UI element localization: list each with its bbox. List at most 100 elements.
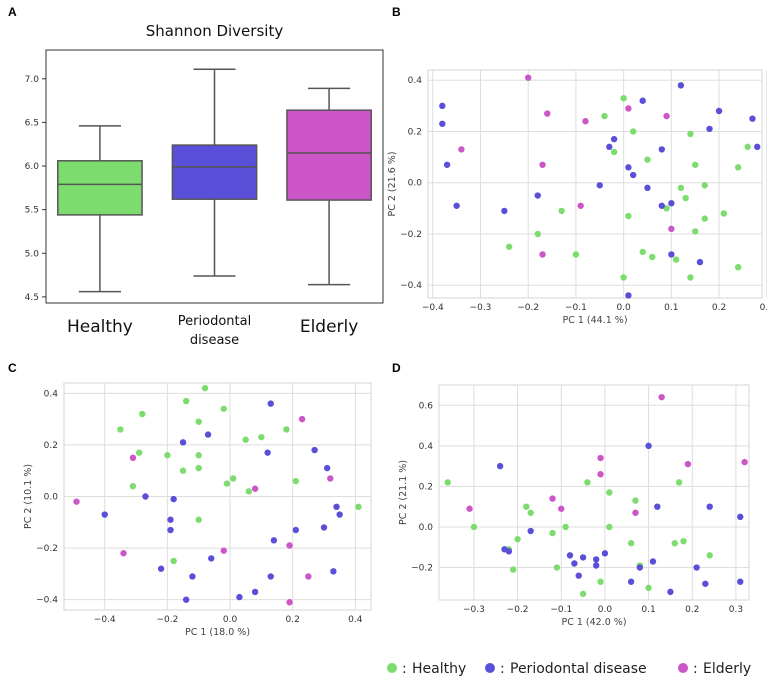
box-periodontal-disease	[171, 144, 258, 200]
point-healthy	[720, 210, 728, 217]
y-axis-label: PC 2 (10.1 %)	[23, 464, 34, 529]
point-healthy	[692, 161, 699, 168]
point-elderly	[658, 393, 665, 401]
point-periodontal-disease	[208, 555, 215, 562]
x-tick-label: 0.1	[641, 605, 655, 615]
point-healthy	[620, 94, 627, 102]
panel-letter-c: C	[8, 361, 17, 375]
point-healthy	[179, 467, 187, 474]
point-periodontal-disease	[668, 251, 675, 258]
point-healthy	[135, 449, 143, 456]
x-tick-label: −0.1	[550, 605, 572, 615]
point-healthy	[258, 433, 265, 441]
point-healthy	[534, 230, 541, 238]
point-healthy	[549, 529, 556, 537]
point-periodontal-disease	[267, 400, 274, 407]
point-periodontal-disease	[453, 202, 460, 209]
x-tick-label: 0.3	[760, 303, 767, 313]
point-elderly	[286, 542, 293, 549]
point-periodontal-disease	[142, 493, 149, 500]
point-elderly	[458, 146, 465, 153]
point-elderly	[525, 74, 532, 81]
point-periodontal-disease	[749, 115, 756, 122]
point-healthy	[606, 523, 613, 531]
point-periodontal-disease	[182, 596, 190, 603]
x-axis-label: PC 1 (18.0 %)	[185, 627, 250, 638]
point-healthy	[692, 228, 699, 235]
y-tick-label: 6.0	[25, 162, 40, 172]
point-healthy	[649, 253, 656, 261]
point-healthy	[245, 488, 253, 495]
x-axis-label: PC 1 (42.0 %)	[561, 617, 626, 628]
point-periodontal-disease	[323, 464, 331, 472]
y-tick-label: 0.2	[44, 441, 58, 451]
panel-letter-a: A	[8, 5, 17, 19]
legend-marker-periodontal-disease	[485, 663, 495, 673]
point-periodontal-disease	[501, 207, 508, 215]
point-healthy	[579, 590, 587, 598]
panel-letter-d: D	[392, 361, 401, 375]
point-elderly	[741, 458, 748, 466]
point-periodontal-disease	[645, 442, 652, 450]
y-tick-label: −0.2	[400, 230, 422, 240]
point-healthy	[663, 205, 670, 212]
point-periodontal-disease	[496, 462, 504, 470]
point-periodontal-disease	[592, 562, 600, 569]
point-elderly	[549, 495, 556, 502]
x-tick-label: −0.2	[156, 615, 178, 625]
y-tick-label: 5.5	[25, 206, 39, 216]
point-periodontal-disease	[189, 573, 196, 580]
point-periodontal-disease	[596, 182, 603, 189]
point-elderly	[668, 225, 675, 233]
point-healthy	[201, 384, 209, 392]
x-tick-label: 0.0	[598, 605, 613, 615]
y-axis-label: PC 2 (21.6 %)	[387, 151, 398, 216]
point-periodontal-disease	[702, 580, 709, 587]
point-healthy	[283, 426, 290, 433]
point-healthy	[195, 418, 202, 425]
point-periodontal-disease	[737, 578, 744, 585]
legend-label: Healthy	[412, 661, 466, 677]
y-tick-label: −0.4	[400, 281, 422, 291]
point-healthy	[632, 497, 639, 504]
point-elderly	[544, 110, 551, 117]
point-healthy	[444, 479, 451, 486]
point-healthy	[170, 557, 177, 565]
point-periodontal-disease	[601, 550, 609, 557]
x-tick-label: −0.3	[470, 303, 492, 313]
point-periodontal-disease	[336, 511, 343, 518]
point-elderly	[632, 509, 639, 516]
y-tick-label: 0.4	[419, 442, 434, 452]
point-periodontal-disease	[236, 593, 243, 601]
y-tick-label: 0.0	[419, 523, 434, 533]
point-periodontal-disease	[737, 513, 744, 521]
point-elderly	[558, 505, 565, 512]
point-periodontal-disease	[439, 120, 446, 127]
y-tick-label: 7.0	[25, 75, 40, 85]
x-tick-label: −0.4	[94, 615, 116, 625]
point-periodontal-disease	[754, 143, 761, 151]
point-healthy	[610, 148, 618, 156]
point-periodontal-disease	[575, 572, 582, 579]
point-periodontal-disease	[629, 171, 637, 179]
point-elderly	[73, 498, 80, 505]
point-periodontal-disease	[534, 192, 541, 199]
point-periodontal-disease	[292, 526, 300, 534]
x-axis-label: PC 1 (44.1 %)	[562, 315, 627, 326]
point-healthy	[510, 566, 517, 573]
point-healthy	[527, 509, 534, 516]
point-healthy	[129, 482, 137, 490]
point-healthy	[505, 243, 513, 250]
point-healthy	[195, 452, 202, 459]
x-tick-label: −0.2	[507, 605, 529, 615]
point-healthy	[292, 477, 300, 485]
point-periodontal-disease	[333, 503, 340, 511]
y-tick-label: 4.5	[25, 293, 39, 303]
point-periodontal-disease	[311, 446, 318, 454]
point-periodontal-disease	[566, 552, 574, 559]
point-periodontal-disease	[706, 503, 713, 510]
point-healthy	[645, 584, 652, 592]
point-periodontal-disease	[157, 565, 165, 572]
plot-frame	[45, 49, 384, 304]
